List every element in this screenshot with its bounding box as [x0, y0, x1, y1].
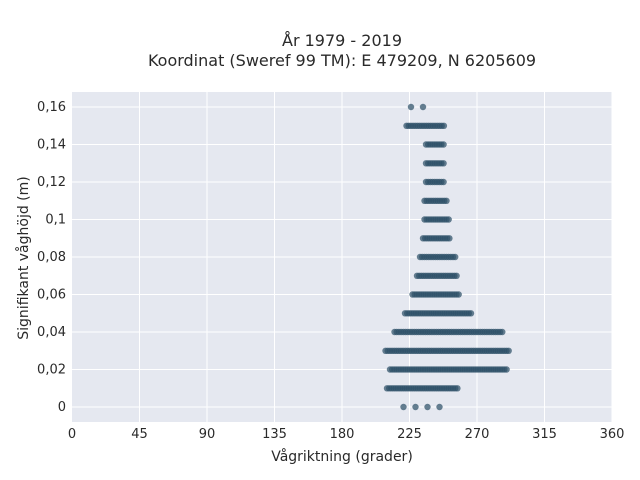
data-point — [467, 310, 475, 317]
data-points — [382, 103, 512, 411]
x-tick-label: 90 — [199, 427, 216, 442]
x-tick-label: 45 — [131, 427, 148, 442]
data-point — [505, 347, 512, 354]
data-point — [424, 403, 431, 411]
chart-title-line-2: Koordinat (Sweref 99 TM): E 479209, N 62… — [148, 51, 536, 70]
y-tick-label: 0,06 — [37, 288, 66, 303]
y-tick-label: 0,04 — [37, 325, 66, 340]
data-point — [453, 272, 460, 279]
data-point — [440, 160, 447, 167]
data-point — [443, 197, 450, 204]
data-point — [455, 291, 462, 298]
x-tick-label: 135 — [262, 427, 287, 442]
y-axis-ticks: 0 0,02 0,04 0,06 0,08 0,1 0,12 0,14 0,16 — [37, 100, 66, 415]
x-tick-label: 180 — [330, 427, 355, 442]
y-tick-label: 0,02 — [37, 363, 66, 378]
y-tick-label: 0,14 — [37, 138, 66, 153]
y-tick-label: 0,12 — [37, 175, 66, 190]
y-axis-title: Signifikant våghöjd (m) — [15, 176, 32, 339]
data-point — [400, 403, 407, 411]
y-tick-label: 0,16 — [37, 100, 66, 115]
y-tick-label: 0,1 — [45, 213, 66, 228]
grid-lines — [72, 92, 613, 422]
data-point — [452, 253, 459, 261]
data-point — [503, 366, 510, 373]
data-point — [440, 178, 447, 186]
x-tick-label: 270 — [465, 427, 490, 442]
data-point — [454, 385, 461, 392]
data-point — [440, 141, 447, 148]
x-tick-label: 315 — [532, 427, 557, 442]
x-tick-label: 0 — [68, 427, 76, 442]
x-axis-title: Vågriktning (grader) — [271, 448, 413, 465]
data-point — [445, 216, 452, 223]
chart-title-line-1: År 1979 - 2019 — [282, 31, 402, 50]
data-point — [412, 403, 419, 411]
y-tick-label: 0 — [58, 400, 66, 415]
data-point — [436, 403, 443, 411]
data-point — [407, 103, 415, 111]
x-tick-label: 360 — [600, 427, 625, 442]
data-point — [419, 103, 427, 111]
y-tick-label: 0,08 — [37, 250, 66, 265]
x-axis-ticks: 0 45 90 135 180 225 270 315 360 — [68, 427, 625, 442]
data-point — [440, 122, 448, 129]
x-tick-label: 225 — [397, 427, 422, 442]
data-point — [446, 235, 453, 242]
data-point — [499, 328, 506, 336]
